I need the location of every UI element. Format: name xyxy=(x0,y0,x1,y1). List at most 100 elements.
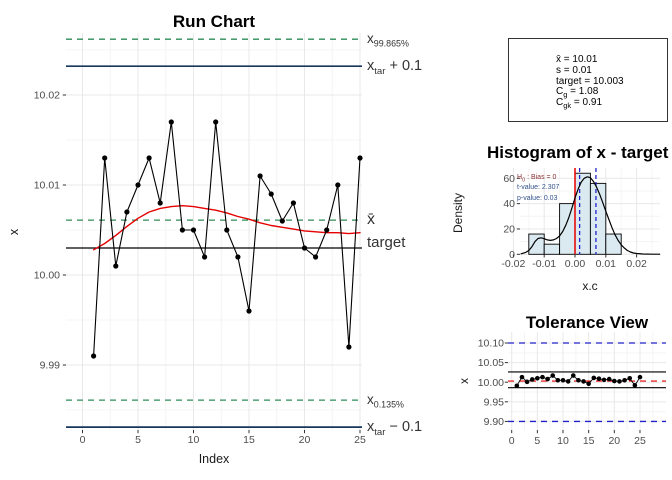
data-point xyxy=(540,374,545,380)
histogram-bar xyxy=(528,233,545,255)
data-point xyxy=(560,377,566,383)
stats-line-1: s = 0.01 xyxy=(556,64,592,76)
y-axis-tick-label: 10.05 xyxy=(478,357,504,369)
stats-line-0: x̄ = 10.01 xyxy=(556,54,598,65)
data-point xyxy=(290,200,297,206)
data-point xyxy=(190,227,197,233)
y-axis-tick-label: 10.00 xyxy=(34,270,60,282)
tolerance-view-title: Tolerance View xyxy=(525,313,649,332)
data-point xyxy=(550,373,556,378)
data-point xyxy=(179,227,185,233)
data-point xyxy=(622,377,627,383)
run-chart: 0 5 10 15 20 25 9.99 10.00 10.01 10.02 xyxy=(34,33,366,446)
y-axis-tick-label: 9.90 xyxy=(484,416,505,428)
data-point xyxy=(545,376,550,382)
data-point xyxy=(586,381,591,387)
data-point xyxy=(346,344,352,350)
x-axis-tick-label: 25 xyxy=(354,434,366,446)
data-point xyxy=(135,182,141,188)
run-smoother-curve xyxy=(92,204,361,251)
run-line-label-4: x0.135% xyxy=(367,392,404,410)
data-point xyxy=(637,374,643,380)
data-point xyxy=(235,254,241,260)
stats-box: x̄ = 10.01 s = 0.01 target = 10.003 Cg = 1.… xyxy=(508,38,668,122)
run-line-label-0: x99.865% xyxy=(367,31,409,49)
stats-box-text: x̄ = 10.01 s = 0.01 target = 10.003 Cg = 1.… xyxy=(556,54,624,111)
x-axis-tick-label: 0.01 xyxy=(596,258,617,270)
x-axis-tick-label: -0.02 xyxy=(501,258,525,270)
run-chart-y-axis-label: x xyxy=(7,228,21,236)
run-chart-title: Run Chart xyxy=(172,12,256,31)
data-point xyxy=(146,155,152,161)
x-axis-tick-label: 15 xyxy=(243,434,255,446)
x-axis-tick-label: 5 xyxy=(534,435,540,447)
x-axis-tick-label: -0.01 xyxy=(532,258,556,270)
data-point xyxy=(279,218,285,224)
histogram-bar xyxy=(574,172,591,255)
run-line-label-target: target xyxy=(367,234,406,252)
density-curve xyxy=(520,176,661,255)
histogram-title: Histogram of x - target xyxy=(487,143,669,162)
data-point xyxy=(581,379,586,384)
x-axis-tick-label: 20 xyxy=(608,435,620,447)
data-point xyxy=(519,374,525,380)
histogram-annotation-0: H0 : Bias = 0 xyxy=(517,174,557,184)
y-axis-tick-label: 9.99 xyxy=(40,360,61,372)
stats-line-2: target = 10.003 xyxy=(556,75,624,87)
data-point xyxy=(102,155,108,161)
y-axis-tick-label: 40 xyxy=(503,198,515,210)
x-axis-tick-label: 0.00 xyxy=(565,258,586,270)
data-point xyxy=(113,263,119,269)
histogram-x-axis-label: x.c xyxy=(582,279,598,293)
data-point xyxy=(213,119,219,125)
data-point xyxy=(555,377,561,383)
data-point xyxy=(301,245,308,251)
data-point xyxy=(168,119,174,125)
x-axis-tick-label: 5 xyxy=(135,434,141,446)
x-axis-tick-label: 10 xyxy=(557,435,569,447)
y-axis-tick-label: 10.02 xyxy=(34,90,60,102)
data-point xyxy=(617,379,622,384)
data-point xyxy=(268,191,274,197)
data-point xyxy=(601,377,607,383)
histogram-bar xyxy=(543,243,561,255)
run-line-label-2: x̄ xyxy=(367,210,375,228)
data-point xyxy=(524,379,530,385)
y-axis-tick-label: 0 xyxy=(509,249,515,261)
tolerance-view-chart: 0 5 10 15 20 25 9.90 9.95 10.00 10.05 10.10 xyxy=(478,332,666,447)
histogram-bar xyxy=(559,203,576,255)
data-point xyxy=(565,379,571,384)
histogram-annotation-1: t-value: 2.307 xyxy=(517,184,560,192)
y-axis-tick-label: 60 xyxy=(503,173,515,185)
x-axis-tick-label: 0.02 xyxy=(626,258,647,270)
histogram-bar xyxy=(605,233,622,255)
run-line-label-5: xtar − 0.1 xyxy=(367,418,423,438)
data-point xyxy=(576,377,581,383)
stats-line-4: Cgk = 0.91 xyxy=(556,97,603,111)
run-line-label-1: xtar + 0.1 xyxy=(367,57,423,77)
tolerance-view-y-axis-label: x xyxy=(457,378,471,384)
data-point xyxy=(201,254,208,260)
data-point xyxy=(632,383,638,388)
data-point xyxy=(535,375,540,381)
histogram-annotation-2: p-value: 0.03 xyxy=(517,194,558,202)
data-point xyxy=(570,373,576,378)
data-point xyxy=(591,375,597,381)
data-point xyxy=(335,182,341,188)
x-axis-tick-label: 25 xyxy=(634,435,646,447)
data-point xyxy=(157,200,163,206)
y-axis-tick-label: 9.95 xyxy=(484,396,505,408)
data-point xyxy=(606,376,612,382)
data-point xyxy=(627,375,633,381)
data-point xyxy=(529,377,535,382)
stats-line-3: Cg = 1.08 xyxy=(556,86,599,100)
histogram-bar xyxy=(589,182,607,255)
data-point xyxy=(257,173,263,179)
x-axis-tick-label: 0 xyxy=(80,434,86,446)
data-point xyxy=(313,254,319,260)
data-point xyxy=(514,383,520,389)
y-axis-tick-label: 10.10 xyxy=(478,338,504,350)
data-point xyxy=(596,376,602,381)
